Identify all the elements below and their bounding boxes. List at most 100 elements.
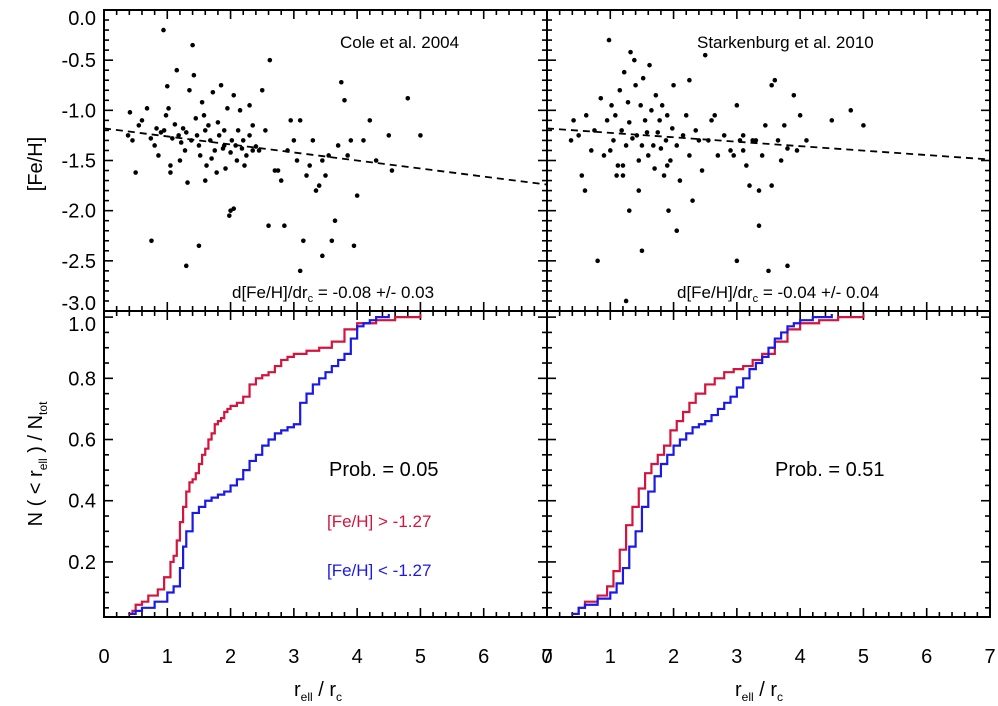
tick-labels: 0.0 -0.5 -1.0 -1.5 -2.0 -2.5 -3.0 0.2 0.4 0.6 0.8 1… (62, 8, 996, 668)
scatter-point (240, 138, 246, 143)
scatter-point (361, 138, 366, 143)
scatter-point (644, 130, 650, 135)
x-tick-label: 1 (162, 646, 173, 668)
scatter-point (389, 168, 395, 173)
x-tick-label: 5 (858, 646, 869, 668)
scatter-point (183, 263, 189, 269)
scatter-point (677, 178, 683, 183)
tick-marks (103, 9, 991, 617)
scatter-point (172, 122, 178, 127)
panel-top-left-title: Cole et al. 2004 (340, 33, 459, 52)
scatter-point (674, 228, 680, 234)
scatter-point (615, 163, 621, 168)
scatter-point (609, 103, 614, 108)
scatter-point (221, 128, 227, 133)
scatter-point (804, 138, 809, 143)
scatter-point (620, 163, 626, 168)
panel-top-left-frame (103, 9, 548, 312)
panel-top-left-slope-annotation: d[Fe/H]/drc = -0.08 +/- 0.03 (232, 283, 434, 305)
panel-top-right-title: Starkenburg et al. 2010 (697, 33, 874, 52)
xlabel-mid: / r (754, 679, 778, 701)
panel-bottom-right-probability: Prob. = 0.51 (775, 459, 885, 481)
scatter-point (182, 148, 188, 153)
scatter-point (133, 170, 138, 175)
scatter-point (657, 118, 662, 123)
x-tick-label: 6 (921, 646, 932, 668)
scatter-point (282, 223, 287, 229)
scatter-point (144, 106, 150, 111)
scatter-point (154, 126, 159, 131)
scatter-point (180, 126, 186, 131)
x-tick-label: 0 (541, 646, 552, 668)
scatter-point (386, 133, 392, 138)
scatter-point (621, 69, 627, 75)
scatter-point (297, 268, 303, 274)
scatter-point (234, 158, 240, 163)
x-tick-label: 0 (98, 646, 109, 668)
bottom-left-x-axis-title: rell / rc (294, 679, 342, 704)
scatter-point (250, 148, 256, 153)
scatter-point (256, 148, 262, 153)
scatter-point (785, 263, 790, 269)
x-tick-label: 3 (288, 646, 299, 668)
scatter-point (653, 92, 659, 98)
scatter-point (183, 130, 189, 135)
y-tick-label: 1.0 (68, 314, 96, 336)
x-tick-label: 4 (352, 646, 363, 668)
scatter-point (693, 128, 699, 133)
scatter-point (263, 128, 268, 133)
scatter-point (197, 153, 203, 158)
scatter-point (747, 183, 752, 188)
scatter-point (626, 208, 632, 213)
scatter-point (304, 173, 309, 178)
scatter-point (649, 108, 654, 113)
scatter-point (288, 118, 293, 123)
scatter-point (797, 113, 803, 118)
x-tick-label: 1 (605, 646, 616, 668)
scatter-point (250, 123, 256, 128)
x-tick-label: 7 (984, 646, 995, 668)
scatter-point (127, 110, 133, 115)
scatter-point (235, 128, 241, 133)
scatter-point (782, 123, 787, 128)
scatter-point (316, 183, 322, 188)
scatter-point (772, 77, 778, 83)
scatter-point (342, 98, 347, 103)
scatter-point (196, 243, 202, 249)
scatter-point (310, 138, 316, 143)
scatter-point (326, 153, 331, 158)
scatter-point (166, 106, 171, 111)
scatter-point (266, 223, 271, 229)
scatter-point (623, 298, 629, 304)
scatter-point (201, 113, 207, 118)
scatter-point (652, 166, 657, 171)
scatter-point (617, 87, 623, 93)
scatter-point (604, 118, 610, 123)
scatter-point (734, 103, 740, 108)
scatter-point (861, 123, 866, 128)
scatter-point (225, 106, 230, 111)
scatter-point (229, 138, 235, 143)
y-tick-label: -3.0 (62, 293, 96, 315)
fit-line (546, 127, 991, 161)
slope-sub: c (753, 293, 759, 305)
y-tick-label: 0.6 (68, 430, 96, 452)
scatter-point (664, 163, 670, 168)
scatter-point (231, 206, 237, 211)
slope-suffix: = -0.08 +/- 0.03 (313, 283, 434, 302)
scatter-point (239, 146, 245, 151)
scatter-point (666, 208, 671, 213)
scatter-point (332, 218, 338, 223)
scatter-point (418, 133, 423, 138)
scatter-point (668, 158, 673, 163)
scatter-point (227, 213, 232, 218)
y-tick-label: -2.0 (62, 201, 96, 223)
scatter-point (202, 178, 208, 183)
scatter-point (354, 193, 360, 198)
scatter-point (759, 153, 765, 158)
scatter-point (307, 163, 312, 168)
scatter-point (664, 113, 670, 118)
scatter-point (848, 108, 854, 113)
scatter-point (125, 133, 131, 138)
